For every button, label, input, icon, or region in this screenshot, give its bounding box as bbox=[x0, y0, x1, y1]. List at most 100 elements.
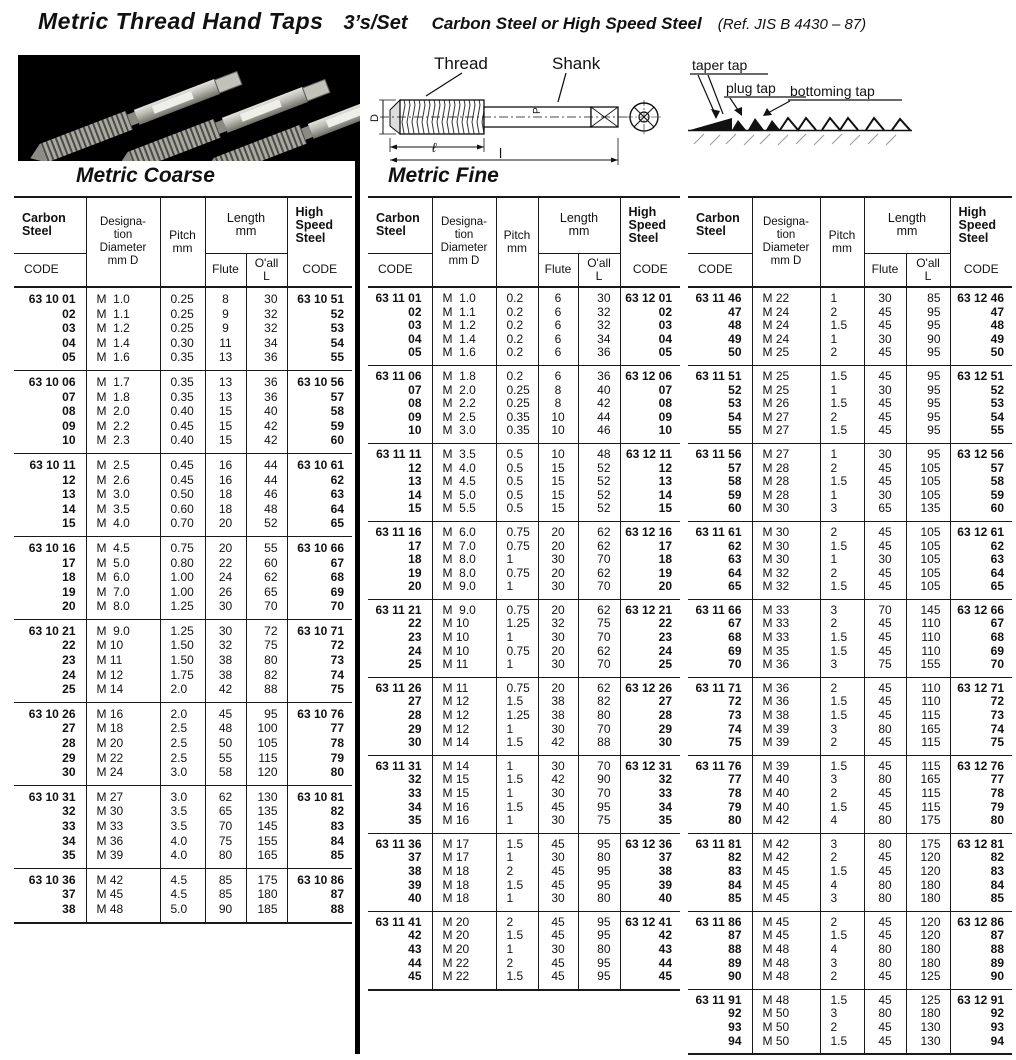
carbon-code-cell: 69 bbox=[728, 643, 742, 658]
flute-cell: 6 bbox=[537, 346, 578, 366]
oall-cell: 80 bbox=[577, 708, 621, 723]
designation-cell: M 25 bbox=[751, 346, 820, 366]
carbon-code-cell: 75 bbox=[728, 735, 742, 750]
pitch-cell: 0.35 bbox=[159, 369, 205, 390]
flute-cell: 45 bbox=[537, 929, 578, 943]
carbon-code-cell: 68 bbox=[728, 630, 742, 645]
oall-cell: 115 bbox=[905, 786, 951, 801]
carbon-code-cell: 27 bbox=[62, 721, 76, 736]
oall-cell: 36 bbox=[245, 389, 288, 405]
pitch-cell: 1.5 bbox=[819, 424, 864, 444]
pitch-cell: 2 bbox=[495, 956, 538, 971]
table-row: 63 11 01 M 1.0 0.2 6 30 63 12 01 bbox=[368, 287, 681, 306]
pitch-cell: 5.0 bbox=[159, 901, 205, 923]
carbon-code-cell: 63 11 61 bbox=[688, 520, 752, 540]
carbon-code-cell: 63 10 36 bbox=[14, 867, 86, 888]
carbon-code-cell: 63 11 71 bbox=[688, 676, 752, 696]
oall-cell: 105 bbox=[905, 566, 951, 581]
carbon-code-cell: 18 bbox=[62, 570, 76, 585]
pitch-cell: 4.5 bbox=[159, 887, 205, 902]
flute-cell: 45 bbox=[537, 969, 578, 990]
table-row: 84 M 45 4 80 180 84 bbox=[688, 878, 1013, 893]
designation-cell: M 11 bbox=[431, 676, 496, 696]
designation-cell: M 1.1 bbox=[431, 305, 496, 320]
designation-cell: M 17 bbox=[431, 851, 496, 865]
hss-code-cell: 58 bbox=[949, 475, 1013, 489]
hss-code-cell: 07 bbox=[619, 383, 681, 398]
table-row: 33 M 33 3.5 70 145 83 bbox=[14, 819, 353, 834]
oall-cell: 105 bbox=[905, 520, 951, 540]
oall-cell: 115 bbox=[905, 708, 951, 723]
carbon-code-cell: 19 bbox=[408, 565, 422, 580]
flute-cell: 30 bbox=[537, 722, 578, 737]
flute-cell: 15 bbox=[204, 433, 246, 454]
carbon-code-cell: 29 bbox=[62, 750, 76, 765]
pitch-cell: 1 bbox=[495, 579, 538, 600]
hss-code-cell: 63 12 11 bbox=[619, 442, 681, 462]
hss-code-cell: 54 bbox=[286, 335, 353, 351]
table-row: 63 10 06 M 1.7 0.35 13 36 63 10 56 bbox=[14, 369, 353, 390]
table-row: 63 11 51 M 25 1.5 45 95 63 12 51 bbox=[688, 364, 1013, 384]
pitch-cell: 1.25 bbox=[159, 599, 205, 620]
carbon-code-cell: 20 bbox=[62, 599, 76, 614]
flute-cell: 11 bbox=[204, 335, 246, 351]
designation-cell: M 12 bbox=[85, 667, 160, 683]
pitch-cell: 1.25 bbox=[495, 617, 538, 632]
flute-cell: 20 bbox=[204, 535, 246, 556]
pitch-cell: 1.5 bbox=[819, 319, 864, 333]
oall-cell: 180 bbox=[905, 956, 951, 971]
pitch-cell: 3.0 bbox=[159, 765, 205, 786]
carbon-code-cell: 47 bbox=[728, 304, 742, 319]
flute-cell: 13 bbox=[204, 369, 246, 390]
oall-cell: 95 bbox=[905, 305, 951, 320]
designation-cell: M 30 bbox=[751, 520, 820, 540]
pitch-cell: 4.0 bbox=[159, 848, 205, 869]
designation-cell: M 2.0 bbox=[85, 404, 160, 419]
table-row: 62 M 30 1.5 45 105 62 bbox=[688, 539, 1013, 554]
flute-cell: 8 bbox=[537, 383, 578, 398]
designation-cell: M 2.0 bbox=[431, 383, 496, 398]
table-row: 52 M 25 1 30 95 52 bbox=[688, 383, 1013, 398]
carbon-code-cell: 08 bbox=[62, 404, 76, 419]
pitch-cell: 3.5 bbox=[159, 819, 205, 834]
hss-code-cell: 79 bbox=[286, 750, 353, 766]
flute-cell: 10 bbox=[537, 410, 578, 425]
flute-cell: 45 bbox=[863, 475, 906, 489]
table-row: 15 M 5.5 0.5 15 52 15 bbox=[368, 501, 681, 522]
tap-2 bbox=[118, 78, 331, 161]
pitch-cell: 2 bbox=[495, 864, 538, 879]
table-row: 75 M 39 2 45 115 75 bbox=[688, 735, 1013, 756]
carbon-code-cell: 88 bbox=[728, 941, 742, 956]
carbon-code-cell: 63 10 11 bbox=[14, 452, 86, 473]
pitch-cell: 4 bbox=[819, 813, 864, 834]
carbon-code-cell: 63 11 31 bbox=[368, 754, 432, 774]
header-designation: Designa- tion Diameter mm D bbox=[85, 197, 160, 288]
carbon-code-cell: 65 bbox=[728, 579, 742, 594]
flute-cell: 42 bbox=[537, 773, 578, 787]
metric-coarse-table: Carbon Steel Designa- tion Diameter mm D… bbox=[14, 196, 353, 924]
oall-cell: 82 bbox=[245, 667, 288, 683]
carbon-code-cell: 63 11 76 bbox=[688, 754, 752, 774]
table-row: 59 M 28 1 30 105 59 bbox=[688, 488, 1013, 503]
flute-cell: 80 bbox=[863, 722, 906, 737]
designation-cell: M 3.5 bbox=[85, 501, 160, 517]
designation-cell: M 33 bbox=[751, 598, 820, 618]
oall-cell: 180 bbox=[905, 878, 951, 893]
hss-code-cell: 77 bbox=[286, 721, 353, 737]
oall-cell: 115 bbox=[905, 735, 951, 756]
header-code: CODE bbox=[286, 253, 353, 288]
hss-code-cell: 67 bbox=[949, 617, 1013, 632]
header-flute: Flute bbox=[537, 253, 578, 288]
carbon-code-cell: 34 bbox=[408, 799, 422, 814]
carbon-code-cell: 39 bbox=[408, 877, 422, 892]
oall-cell: 165 bbox=[905, 722, 951, 737]
hss-code-cell: 85 bbox=[286, 848, 353, 869]
table-row: 43 M 20 1 30 80 43 bbox=[368, 942, 681, 957]
table-row: 35 M 16 1 30 75 35 bbox=[368, 813, 681, 834]
hss-code-cell: 43 bbox=[619, 942, 681, 957]
header-length: Length mm bbox=[204, 197, 288, 254]
carbon-code-cell: 89 bbox=[728, 955, 742, 970]
designation-cell: M 30 bbox=[85, 804, 160, 819]
flute-cell: 30 bbox=[204, 618, 246, 639]
flute-cell: 62 bbox=[204, 784, 246, 805]
